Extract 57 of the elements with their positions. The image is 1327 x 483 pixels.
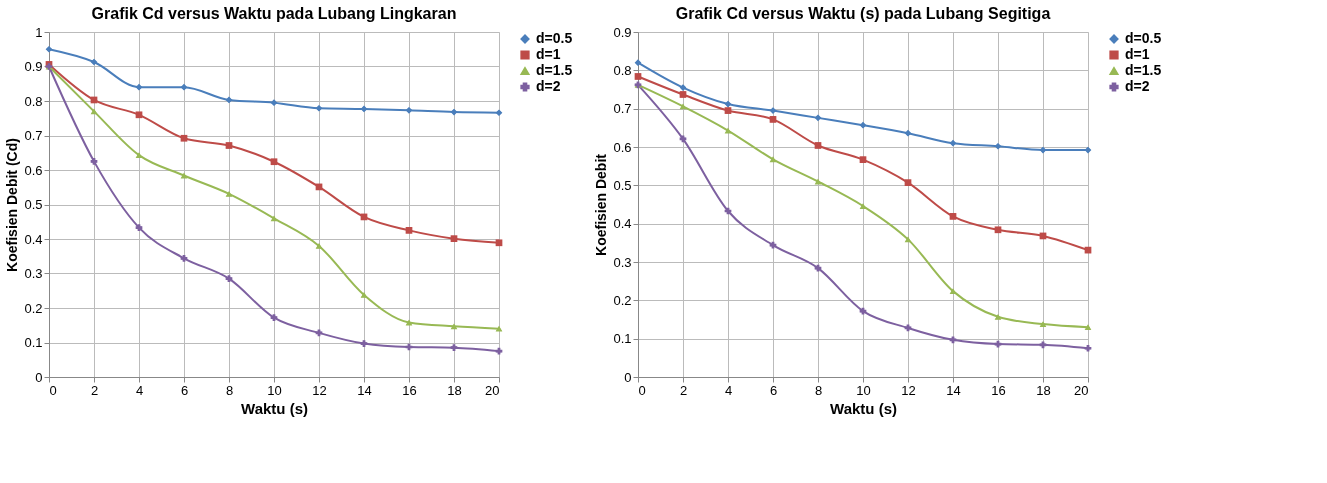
- legend-label: d=1: [536, 46, 561, 62]
- y-tick-label: 0: [35, 369, 43, 385]
- legend-label: d=0.5: [536, 30, 573, 46]
- x-tick-label: 8: [814, 382, 823, 398]
- x-tick-label: 16: [991, 382, 1006, 398]
- y-tick-label: 0.4: [24, 231, 43, 247]
- y-tick-label: 0.1: [24, 335, 43, 350]
- x-tick-label: 20: [485, 382, 500, 398]
- y-tick-label: 0.8: [24, 93, 43, 109]
- legend-label: d=2: [1125, 78, 1150, 94]
- x-tick-label: 4: [724, 382, 733, 398]
- x-tick-label: 12: [901, 382, 916, 398]
- y-tick-label: 0.8: [613, 62, 632, 78]
- x-tick-label: 0: [638, 382, 646, 398]
- y-tick-label: 0.2: [24, 300, 43, 316]
- y-tick-label: 0.5: [24, 197, 43, 212]
- x-tick-label: 2: [90, 382, 99, 398]
- y-axis-title: Koefisien Debit: [593, 153, 610, 256]
- chart-title: Grafik Cd versus Waktu (s) pada Lubang Segitiga: [675, 5, 1051, 22]
- legend-label: d=1: [1125, 46, 1150, 62]
- y-tick-label: 0.9: [613, 24, 632, 40]
- x-tick-label: 10: [267, 382, 282, 398]
- chart-title: Grafik Cd versus Waktu pada Lubang Lingkaran: [91, 5, 457, 22]
- y-tick-label: 0.1: [613, 331, 632, 347]
- legend-label: d=0.5: [1125, 30, 1162, 46]
- x-tick-label: 14: [946, 382, 961, 398]
- y-tick-label: 0.6: [24, 162, 43, 178]
- y-tick-label: 0.7: [613, 101, 632, 117]
- y-axis-title: Koefisien Debit (Cd): [4, 138, 21, 272]
- y-tick-label: 0.4: [613, 216, 632, 232]
- x-tick-label: 12: [312, 382, 327, 398]
- y-tick-label: 0.3: [613, 254, 632, 270]
- x-tick-label: 14: [357, 382, 372, 398]
- x-axis-title: Waktu (s): [830, 399, 897, 417]
- y-tick-label: 0.3: [24, 266, 43, 281]
- x-tick-label: 18: [447, 382, 462, 398]
- x-axis-title: Waktu (s): [241, 399, 308, 417]
- x-tick-label: 16: [402, 382, 417, 398]
- legend-label: d=1.5: [536, 62, 573, 78]
- x-tick-label: 6: [180, 382, 189, 398]
- x-tick-label: 2: [679, 382, 688, 398]
- y-tick-label: 0.5: [613, 177, 632, 193]
- legend-label: d=2: [536, 78, 561, 94]
- y-tick-label: 0.2: [613, 292, 632, 308]
- y-tick-label: 1: [35, 24, 43, 40]
- y-tick-label: 0.7: [24, 128, 43, 143]
- x-tick-label: 6: [769, 382, 778, 398]
- x-tick-label: 4: [135, 382, 144, 398]
- x-tick-label: 0: [49, 382, 57, 398]
- x-tick-label: 20: [1074, 382, 1089, 398]
- y-tick-label: 0.9: [24, 59, 43, 74]
- x-tick-label: 8: [225, 382, 234, 398]
- x-tick-label: 18: [1036, 382, 1051, 398]
- y-tick-label: 0.6: [613, 139, 632, 155]
- y-tick-label: 0: [624, 369, 632, 385]
- x-tick-label: 10: [856, 382, 871, 398]
- legend-label: d=1.5: [1125, 62, 1162, 78]
